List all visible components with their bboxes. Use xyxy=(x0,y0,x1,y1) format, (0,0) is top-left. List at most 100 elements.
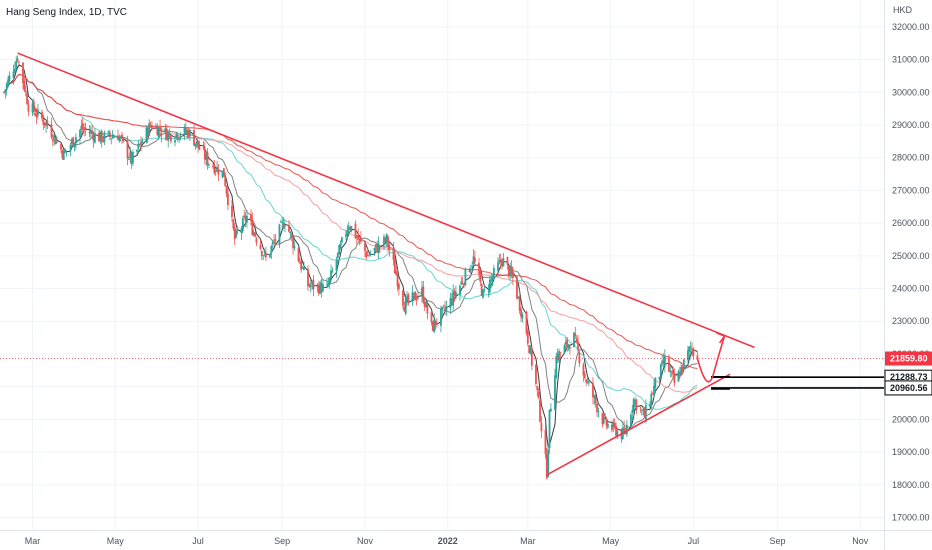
candle-body xyxy=(12,71,15,78)
time-tick-label: Sep xyxy=(770,536,786,546)
candle-body xyxy=(385,234,388,241)
candle-body xyxy=(482,289,484,298)
candle-body xyxy=(94,133,96,143)
last-price-label: 21859.80 xyxy=(890,354,928,364)
candle-body xyxy=(654,377,657,388)
price-tick-label: 23000.00 xyxy=(892,316,930,326)
candle-body xyxy=(672,369,674,375)
candle-body xyxy=(492,268,495,277)
candle-body xyxy=(643,409,646,418)
candle-body xyxy=(119,136,122,138)
candle-body xyxy=(635,399,638,410)
candle-body xyxy=(75,137,77,144)
candle-body xyxy=(488,279,491,293)
candle-body xyxy=(61,150,64,158)
candle-body xyxy=(8,75,11,82)
candle-body xyxy=(138,144,141,145)
price-tick-label: 26000.00 xyxy=(892,218,930,228)
candle-body xyxy=(567,344,570,348)
candle-body xyxy=(434,321,437,326)
candle-body xyxy=(22,62,24,83)
candle-body xyxy=(441,306,444,310)
candle-body xyxy=(435,323,438,325)
candle-body xyxy=(663,355,666,366)
candle-body xyxy=(680,367,683,376)
candle-body xyxy=(535,364,537,384)
candle-body xyxy=(583,374,586,378)
candle-body xyxy=(236,231,239,233)
candle-body xyxy=(326,283,328,285)
candle-body xyxy=(480,284,483,296)
candle-body xyxy=(639,407,642,409)
chart-title: Hang Seng Index, 1D, TVC xyxy=(6,7,127,18)
candle-body xyxy=(388,244,391,250)
candle-body xyxy=(64,150,66,153)
candle-body xyxy=(468,269,471,273)
candle-body xyxy=(298,262,301,264)
candle-body xyxy=(554,375,556,411)
time-axis[interactable]: Mar May Jul Sep Nov 2022 Mar May Jul Sep Nov xyxy=(0,530,932,547)
candle-body xyxy=(687,350,689,361)
candle-body xyxy=(193,130,195,146)
candle-body xyxy=(433,319,436,333)
candle-body xyxy=(582,364,585,376)
candle-body xyxy=(597,411,600,413)
candle-body xyxy=(69,145,72,150)
price-axis[interactable]: 17000.0018000.0019000.0020000.0021000.00… xyxy=(884,0,932,550)
candle-body xyxy=(568,347,571,349)
candle-body xyxy=(65,150,68,152)
candle-body xyxy=(297,248,300,262)
candle-body xyxy=(293,246,296,249)
candle-body xyxy=(107,131,110,133)
candle-body xyxy=(262,255,265,257)
candle-body xyxy=(51,139,54,142)
candle-body xyxy=(445,306,448,312)
candle-body xyxy=(174,139,176,143)
candle-body xyxy=(365,251,368,258)
candle-body xyxy=(558,351,560,361)
candle-body xyxy=(148,123,151,136)
candle-body xyxy=(271,242,274,245)
candle-body xyxy=(354,223,357,238)
candle-body xyxy=(416,296,419,299)
price-tick-label: 32000.00 xyxy=(892,22,930,32)
candle-body xyxy=(658,376,661,380)
candle-body xyxy=(517,296,520,298)
candle-body xyxy=(412,293,415,295)
candle-body xyxy=(575,338,578,342)
candle-body xyxy=(224,176,227,186)
time-tick-label: May xyxy=(107,536,125,546)
chart-grid xyxy=(0,0,884,530)
candle-body xyxy=(459,285,461,295)
candle-body xyxy=(279,221,282,223)
candle-body xyxy=(518,296,521,311)
candle-body xyxy=(117,135,119,140)
trendlines xyxy=(0,52,884,476)
candle-body xyxy=(206,152,209,166)
candle-body xyxy=(473,257,476,263)
candle-body xyxy=(317,285,320,294)
candle-body xyxy=(559,352,562,353)
candle-body xyxy=(479,272,482,283)
candle-body xyxy=(32,101,35,112)
candle-body xyxy=(231,206,233,217)
candle-body xyxy=(387,236,389,247)
candle-body xyxy=(50,124,53,138)
candle-body xyxy=(208,164,210,165)
candle-body xyxy=(450,298,453,304)
candle-body xyxy=(548,409,551,448)
candle-body xyxy=(136,149,138,152)
candle-body xyxy=(425,301,427,308)
candle-body xyxy=(341,237,343,243)
candle-body xyxy=(217,169,220,175)
candle-body xyxy=(232,219,235,229)
candle-body xyxy=(624,432,627,434)
candle-body xyxy=(197,140,199,148)
candle-body xyxy=(194,143,197,147)
candle-body xyxy=(72,137,75,147)
candle-body xyxy=(423,302,426,307)
time-tick-label: 2022 xyxy=(438,536,458,546)
candle-body xyxy=(89,131,92,134)
candle-body xyxy=(555,356,558,378)
